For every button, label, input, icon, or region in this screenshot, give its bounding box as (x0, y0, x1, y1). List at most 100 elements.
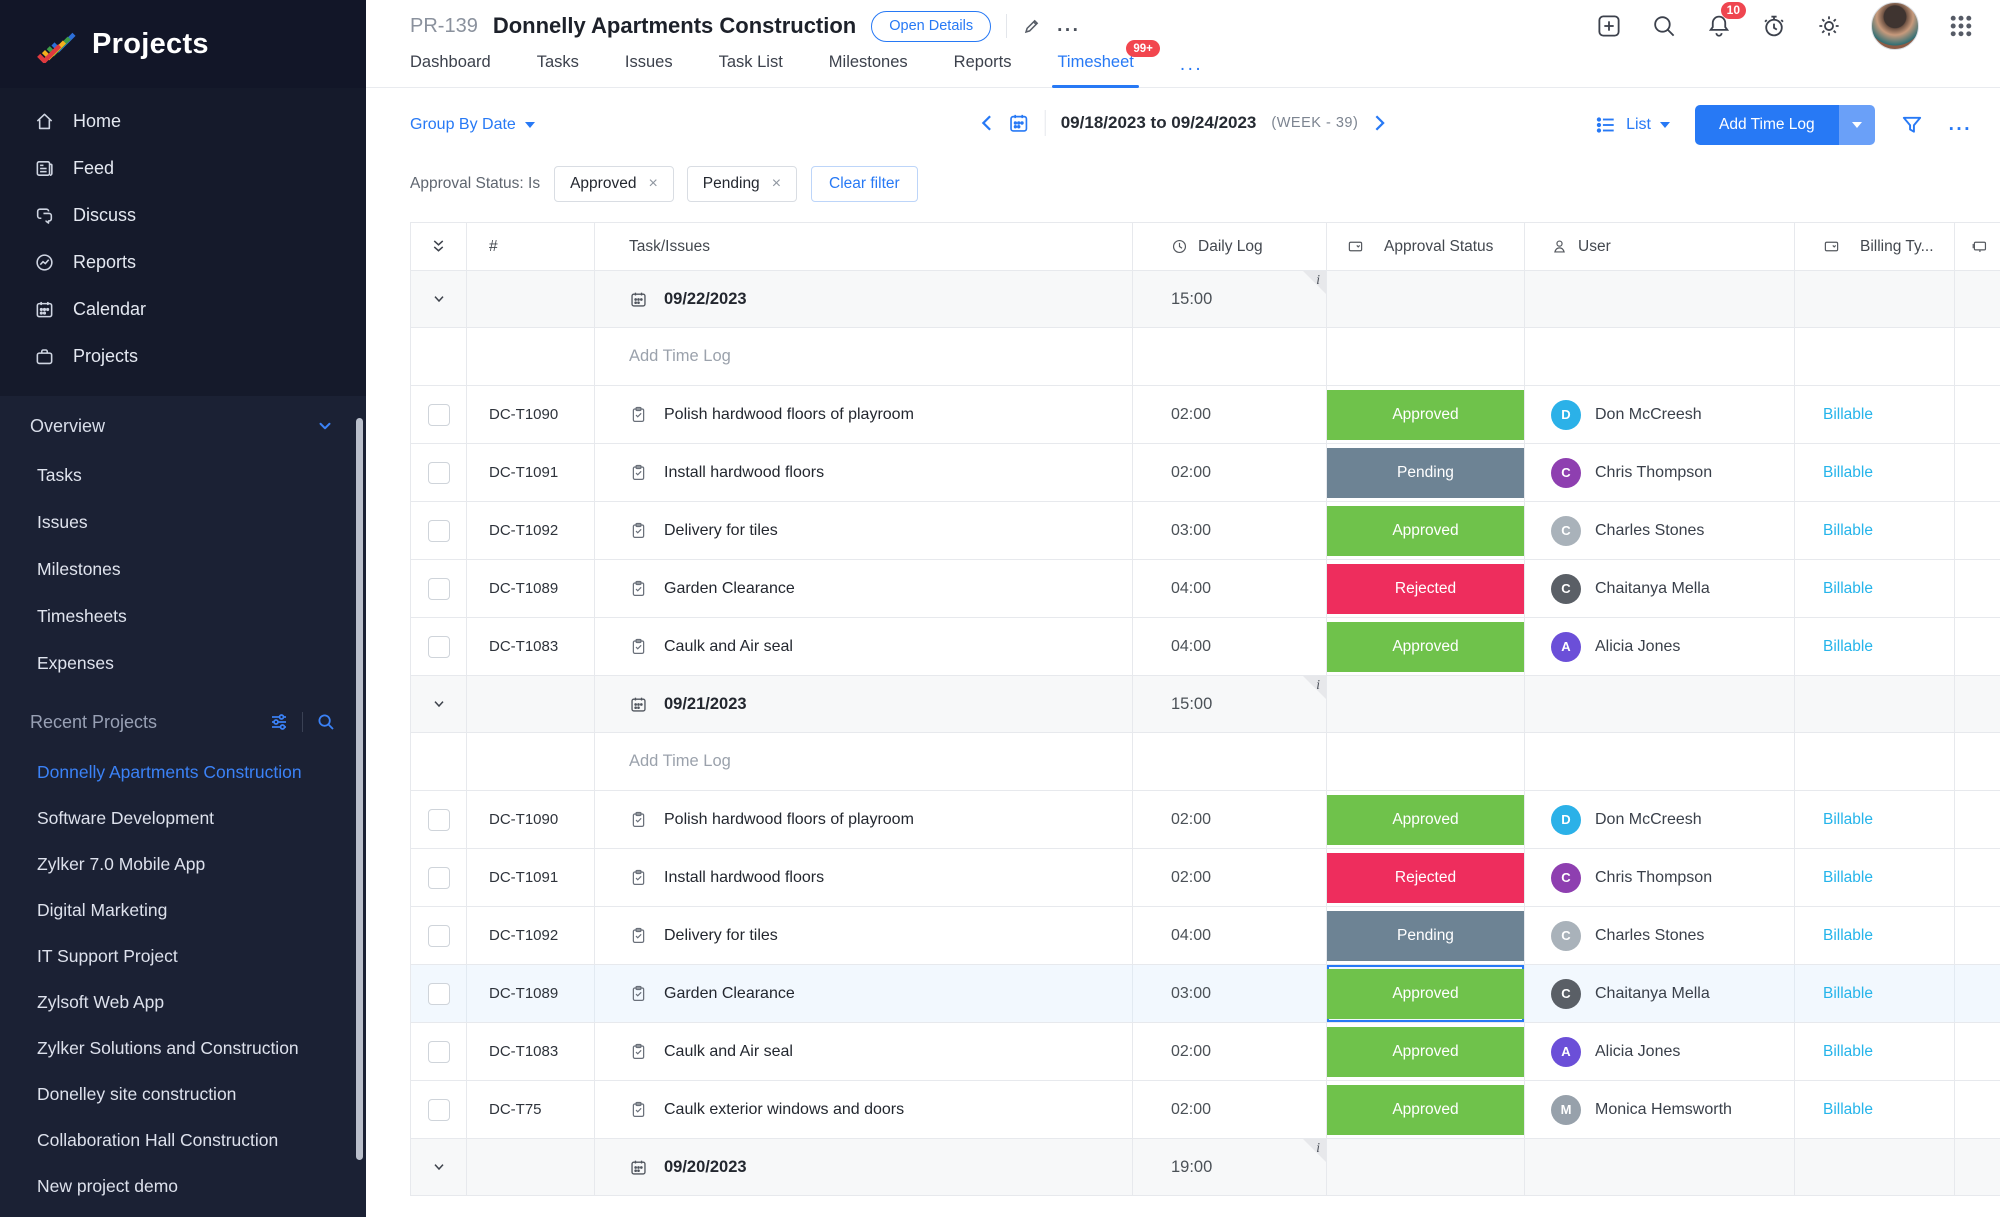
sidebar-item-expenses[interactable]: Expenses (37, 653, 114, 673)
billing-type-cell[interactable]: Billable (1795, 444, 1955, 501)
approval-status-cell[interactable]: Approved (1327, 1081, 1525, 1138)
row-checkbox[interactable] (427, 924, 450, 947)
add-time-log-cell[interactable]: Add Time Log (595, 328, 1133, 385)
tab-issues[interactable]: Issues (625, 53, 673, 87)
edit-pencil-icon[interactable] (1022, 16, 1042, 36)
task-name-cell[interactable]: Caulk and Air seal (595, 618, 1133, 675)
add-time-log-cell[interactable]: Add Time Log (595, 733, 1133, 790)
user-cell[interactable]: C Chaitanya Mella (1525, 965, 1795, 1022)
quick-add-icon[interactable] (1596, 13, 1622, 39)
column-header-approval-status[interactable]: Approval Status (1327, 223, 1525, 270)
recent-project-item[interactable]: Donelley site construction (37, 1083, 237, 1104)
toolbar-more-menu[interactable]: ... (1948, 114, 1972, 135)
sidebar-item-milestones[interactable]: Milestones (37, 559, 121, 579)
status-badge[interactable]: Approved (1327, 794, 1524, 845)
group-collapse-cell[interactable] (411, 271, 467, 327)
daily-log-cell[interactable]: 04:00 (1133, 907, 1327, 964)
recent-project-item[interactable]: Sydney Cart Track 04 (0, 1209, 366, 1217)
billing-type-link[interactable]: Billable (1823, 1100, 1873, 1118)
approval-status-cell[interactable]: Approved (1327, 791, 1525, 848)
date-range-label[interactable]: 09/18/2023 to 09/24/2023 (1060, 113, 1257, 132)
project-search-icon[interactable] (316, 712, 336, 732)
approval-status-cell[interactable]: Approved (1327, 1023, 1525, 1080)
filter-funnel-icon[interactable] (1900, 113, 1924, 137)
billing-type-link[interactable]: Billable (1823, 637, 1873, 655)
sidebar-scrollbar[interactable] (356, 418, 363, 1160)
sidebar-item-reports[interactable]: Reports (0, 239, 366, 286)
row-checkbox[interactable] (427, 403, 450, 426)
row-checkbox[interactable] (427, 461, 450, 484)
recent-project-item[interactable]: Digital Marketing (37, 899, 168, 920)
billing-type-cell[interactable]: Billable (1795, 791, 1955, 848)
billing-type-cell[interactable]: Billable (1795, 618, 1955, 675)
billing-type-cell[interactable]: Billable (1795, 965, 1955, 1022)
recent-project-item[interactable]: Donnelly Apartments Construction (37, 761, 302, 782)
task-name-cell[interactable]: Garden Clearance (595, 560, 1133, 617)
column-header-billing-type[interactable]: Billing Ty... (1795, 223, 1955, 270)
user-cell[interactable]: C Chaitanya Mella (1525, 560, 1795, 617)
status-badge[interactable]: Pending (1327, 447, 1524, 498)
recent-project-item[interactable]: Collaboration Hall Construction (37, 1129, 279, 1150)
daily-log-cell[interactable]: 02:00 (1133, 444, 1327, 501)
sidebar-item-timesheets[interactable]: Timesheets (37, 606, 127, 626)
clear-filter-button[interactable]: Clear filter (811, 166, 918, 202)
notifications-bell-icon[interactable]: 10 (1706, 2, 1746, 39)
group-collapse-cell[interactable] (411, 676, 467, 732)
remove-chip-icon[interactable]: × (648, 175, 658, 192)
billing-type-link[interactable]: Billable (1823, 579, 1873, 597)
billing-type-link[interactable]: Billable (1823, 810, 1873, 828)
billing-type-link[interactable]: Billable (1823, 926, 1873, 944)
tab-dashboard[interactable]: Dashboard (410, 53, 491, 87)
timer-icon[interactable] (1761, 13, 1787, 39)
daily-log-cell[interactable]: 02:00 (1133, 791, 1327, 848)
user-cell[interactable]: A Alicia Jones (1525, 618, 1795, 675)
tab-reports[interactable]: Reports (954, 53, 1012, 87)
group-by-dropdown[interactable]: Group By Date (410, 116, 535, 134)
tab-task-list[interactable]: Task List (719, 53, 783, 87)
daily-log-cell[interactable]: 04:00 (1133, 618, 1327, 675)
task-name-cell[interactable]: Delivery for tiles (595, 907, 1133, 964)
user-cell[interactable]: C Chris Thompson (1525, 444, 1795, 501)
recent-project-item[interactable]: Software Development (37, 807, 215, 828)
prev-week-chevron-icon[interactable] (981, 114, 993, 132)
sidebar-item-tasks[interactable]: Tasks (37, 465, 82, 485)
row-checkbox[interactable] (427, 866, 450, 889)
user-cell[interactable]: C Charles Stones (1525, 502, 1795, 559)
row-checkbox[interactable] (427, 635, 450, 658)
daily-log-cell[interactable]: 02:00 (1133, 1081, 1327, 1138)
date-picker-calendar-icon[interactable] (1008, 112, 1030, 134)
row-checkbox[interactable] (427, 519, 450, 542)
task-name-cell[interactable]: Polish hardwood floors of playroom (595, 386, 1133, 443)
project-filter-sliders-icon[interactable] (269, 712, 289, 732)
row-checkbox[interactable] (427, 1040, 450, 1063)
user-cell[interactable]: A Alicia Jones (1525, 1023, 1795, 1080)
add-time-log-row[interactable]: Add Time Log (411, 733, 2000, 791)
approval-status-cell[interactable]: Approved (1327, 386, 1525, 443)
sidebar-item-feed[interactable]: Feed (0, 145, 366, 192)
apps-grid-icon[interactable] (1948, 13, 1974, 39)
billing-type-link[interactable]: Billable (1823, 463, 1873, 481)
column-header-task[interactable]: Task/Issues (595, 223, 1133, 270)
group-collapse-cell[interactable] (411, 1139, 467, 1195)
billing-type-cell[interactable]: Billable (1795, 849, 1955, 906)
billing-type-link[interactable]: Billable (1823, 984, 1873, 1002)
task-name-cell[interactable]: Garden Clearance (595, 965, 1133, 1022)
sidebar-item-discuss[interactable]: Discuss (0, 192, 366, 239)
row-checkbox[interactable] (427, 1098, 450, 1121)
task-name-cell[interactable]: Delivery for tiles (595, 502, 1133, 559)
tabs-more-menu[interactable]: ... (1179, 54, 1204, 75)
billing-type-link[interactable]: Billable (1823, 868, 1873, 886)
column-header-index[interactable]: # (467, 223, 595, 270)
task-name-cell[interactable]: Caulk and Air seal (595, 1023, 1133, 1080)
daily-log-cell[interactable]: 03:00 (1133, 502, 1327, 559)
daily-log-cell[interactable]: 04:00 (1133, 560, 1327, 617)
view-selector[interactable]: List (1595, 114, 1670, 136)
task-name-cell[interactable]: Install hardwood floors (595, 849, 1133, 906)
add-time-log-button[interactable]: Add Time Log (1695, 105, 1875, 145)
row-checkbox[interactable] (427, 577, 450, 600)
tab-milestones[interactable]: Milestones (829, 53, 908, 87)
approval-status-cell[interactable]: Pending (1327, 907, 1525, 964)
billing-type-link[interactable]: Billable (1823, 521, 1873, 539)
app-logo[interactable]: Projects (0, 0, 366, 88)
status-badge[interactable]: Approved (1327, 389, 1524, 440)
